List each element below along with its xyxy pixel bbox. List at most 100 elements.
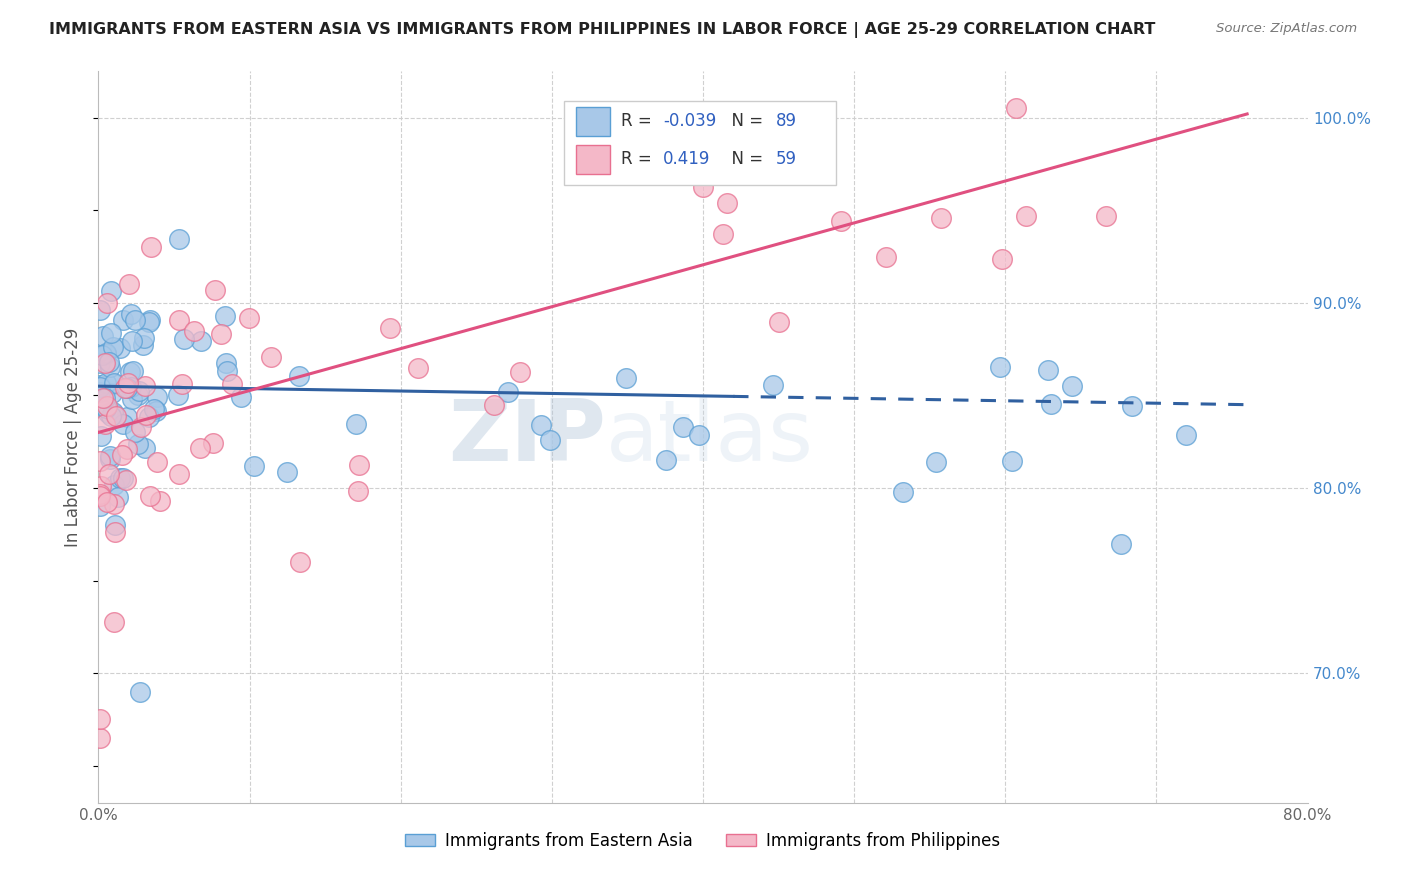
Point [100,284,122,298]
Bar [576,145,610,174]
Point [90,428,112,442]
Point [347,483,370,498]
Text: -0.039: -0.039 [664,112,716,130]
Point [509,365,531,379]
Point [149,493,172,508]
Point [124,425,146,439]
Point [101,386,124,401]
Point [89,731,111,745]
Point [173,332,195,346]
Point [115,410,138,425]
Point [120,380,142,394]
Point [243,459,266,474]
Point [1109,536,1132,550]
Point [145,404,167,418]
Point [169,313,191,327]
Text: N =: N = [721,150,769,169]
Point [768,315,790,329]
Point [145,455,167,469]
Point [496,385,519,400]
Point [128,684,150,698]
Point [103,340,125,354]
Point [94,401,117,416]
Point [170,376,193,391]
Text: IMMIGRANTS FROM EASTERN ASIA VS IMMIGRANTS FROM PHILIPPINES IN LABOR FORCE | AGE: IMMIGRANTS FROM EASTERN ASIA VS IMMIGRAN… [49,22,1156,38]
Point [214,356,236,370]
Point [112,417,135,431]
Point [98,359,121,374]
Point [94,417,117,431]
Point [89,356,111,370]
Point [104,524,127,539]
Point [830,214,852,228]
Point [190,334,212,348]
Point [1000,454,1022,468]
Point [929,211,952,226]
Point [221,376,243,391]
Point [891,484,914,499]
Point [188,441,211,455]
Point [925,454,948,468]
Text: ZIP: ZIP [449,395,606,479]
Point [128,437,150,451]
Point [104,518,127,533]
Point [89,454,111,468]
Point [105,409,128,423]
Point [344,417,367,432]
Point [96,495,118,509]
Point [349,458,371,472]
Text: R =: R = [621,112,657,130]
Point [89,303,111,318]
Text: R =: R = [621,150,662,169]
Point [380,320,402,334]
Point [1036,363,1059,377]
Point [201,435,224,450]
Point [89,499,111,513]
Point [143,401,166,416]
Point [124,313,146,327]
Point [692,179,714,194]
Point [132,337,155,351]
Point [97,406,120,420]
Point [98,355,121,369]
Point [103,497,125,511]
Point [108,341,131,355]
Point [91,348,114,362]
Point [538,434,561,448]
Point [89,384,111,399]
Point [672,419,695,434]
Point [238,310,260,325]
Point [688,428,710,442]
Point [94,376,117,391]
Point [1014,209,1036,223]
Point [146,390,169,404]
Point [139,313,162,327]
Point [988,360,1011,375]
Text: 0.419: 0.419 [664,150,710,169]
Point [115,473,138,487]
Point [115,442,138,456]
Point [127,388,149,402]
Point [183,324,205,338]
Point [134,379,156,393]
Point [117,381,139,395]
Point [1005,102,1028,116]
Point [209,326,232,341]
Point [96,399,118,413]
Point [117,277,139,292]
Point [288,369,311,384]
Point [711,227,734,241]
Point [103,478,125,492]
Point [121,392,143,406]
Point [1062,379,1084,393]
Point [167,467,190,482]
Point [111,313,134,327]
Point [167,388,190,402]
Point [139,489,162,503]
Point [204,283,226,297]
Point [96,295,118,310]
Legend: Immigrants from Eastern Asia, Immigrants from Philippines: Immigrants from Eastern Asia, Immigrants… [399,825,1007,856]
Point [98,452,121,467]
Point [406,361,429,376]
Point [134,331,156,345]
